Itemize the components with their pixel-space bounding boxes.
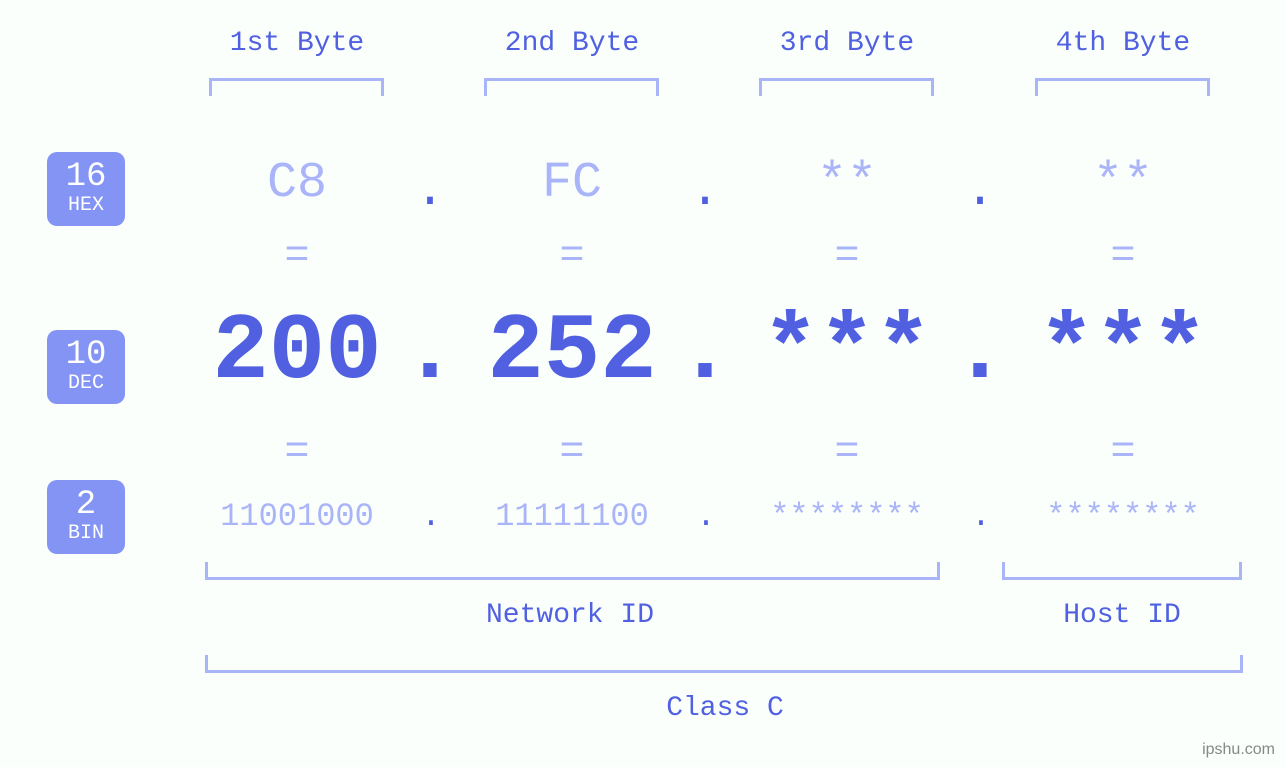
- base-label-bin: BIN: [47, 522, 125, 546]
- hex-byte-2: FC: [462, 155, 682, 212]
- dec-byte-2: 252: [442, 300, 702, 406]
- hex-dot-3: .: [950, 163, 1010, 220]
- bracket-network: [205, 562, 940, 580]
- bracket-top-3: [759, 78, 934, 96]
- eq-2-3: =: [817, 428, 877, 476]
- hex-dot-1: .: [400, 163, 460, 220]
- base-badge-dec: 10 DEC: [47, 330, 125, 404]
- hex-byte-1: C8: [187, 155, 407, 212]
- base-label-dec: DEC: [47, 372, 125, 396]
- dec-dot-2: .: [675, 300, 735, 406]
- base-label-hex: HEX: [47, 194, 125, 218]
- dec-dot-3: .: [950, 300, 1010, 406]
- byte-header-4: 4th Byte: [993, 28, 1253, 59]
- dec-dot-1: .: [400, 300, 460, 406]
- eq-2-2: =: [542, 428, 602, 476]
- ip-diagram: 1st Byte 2nd Byte 3rd Byte 4th Byte 16 H…: [0, 0, 1285, 767]
- bin-dot-3: .: [961, 498, 1001, 535]
- bin-byte-2: 11111100: [442, 498, 702, 535]
- dec-byte-1: 200: [167, 300, 427, 406]
- eq-2-4: =: [1093, 428, 1153, 476]
- bracket-top-4: [1035, 78, 1210, 96]
- dec-byte-4: ***: [993, 300, 1253, 406]
- base-num-bin: 2: [47, 488, 125, 522]
- byte-header-1: 1st Byte: [167, 28, 427, 59]
- bin-byte-1: 11001000: [167, 498, 427, 535]
- bracket-class: [205, 655, 1243, 673]
- eq-1-3: =: [817, 232, 877, 280]
- hex-byte-3: **: [737, 155, 957, 212]
- class-label: Class C: [575, 693, 875, 724]
- bracket-host: [1002, 562, 1242, 580]
- base-num-hex: 16: [47, 160, 125, 194]
- eq-2-1: =: [267, 428, 327, 476]
- base-badge-hex: 16 HEX: [47, 152, 125, 226]
- hex-byte-4: **: [1013, 155, 1233, 212]
- network-id-label: Network ID: [420, 600, 720, 631]
- bin-dot-2: .: [686, 498, 726, 535]
- eq-1-4: =: [1093, 232, 1153, 280]
- eq-1-2: =: [542, 232, 602, 280]
- bin-byte-4: ********: [993, 498, 1253, 535]
- bracket-top-2: [484, 78, 659, 96]
- bracket-top-1: [209, 78, 384, 96]
- watermark: ipshu.com: [1202, 741, 1275, 759]
- base-num-dec: 10: [47, 338, 125, 372]
- hex-dot-2: .: [675, 163, 735, 220]
- bin-dot-1: .: [411, 498, 451, 535]
- base-badge-bin: 2 BIN: [47, 480, 125, 554]
- eq-1-1: =: [267, 232, 327, 280]
- host-id-label: Host ID: [1002, 600, 1242, 631]
- bin-byte-3: ********: [717, 498, 977, 535]
- dec-byte-3: ***: [717, 300, 977, 406]
- byte-header-3: 3rd Byte: [717, 28, 977, 59]
- byte-header-2: 2nd Byte: [442, 28, 702, 59]
